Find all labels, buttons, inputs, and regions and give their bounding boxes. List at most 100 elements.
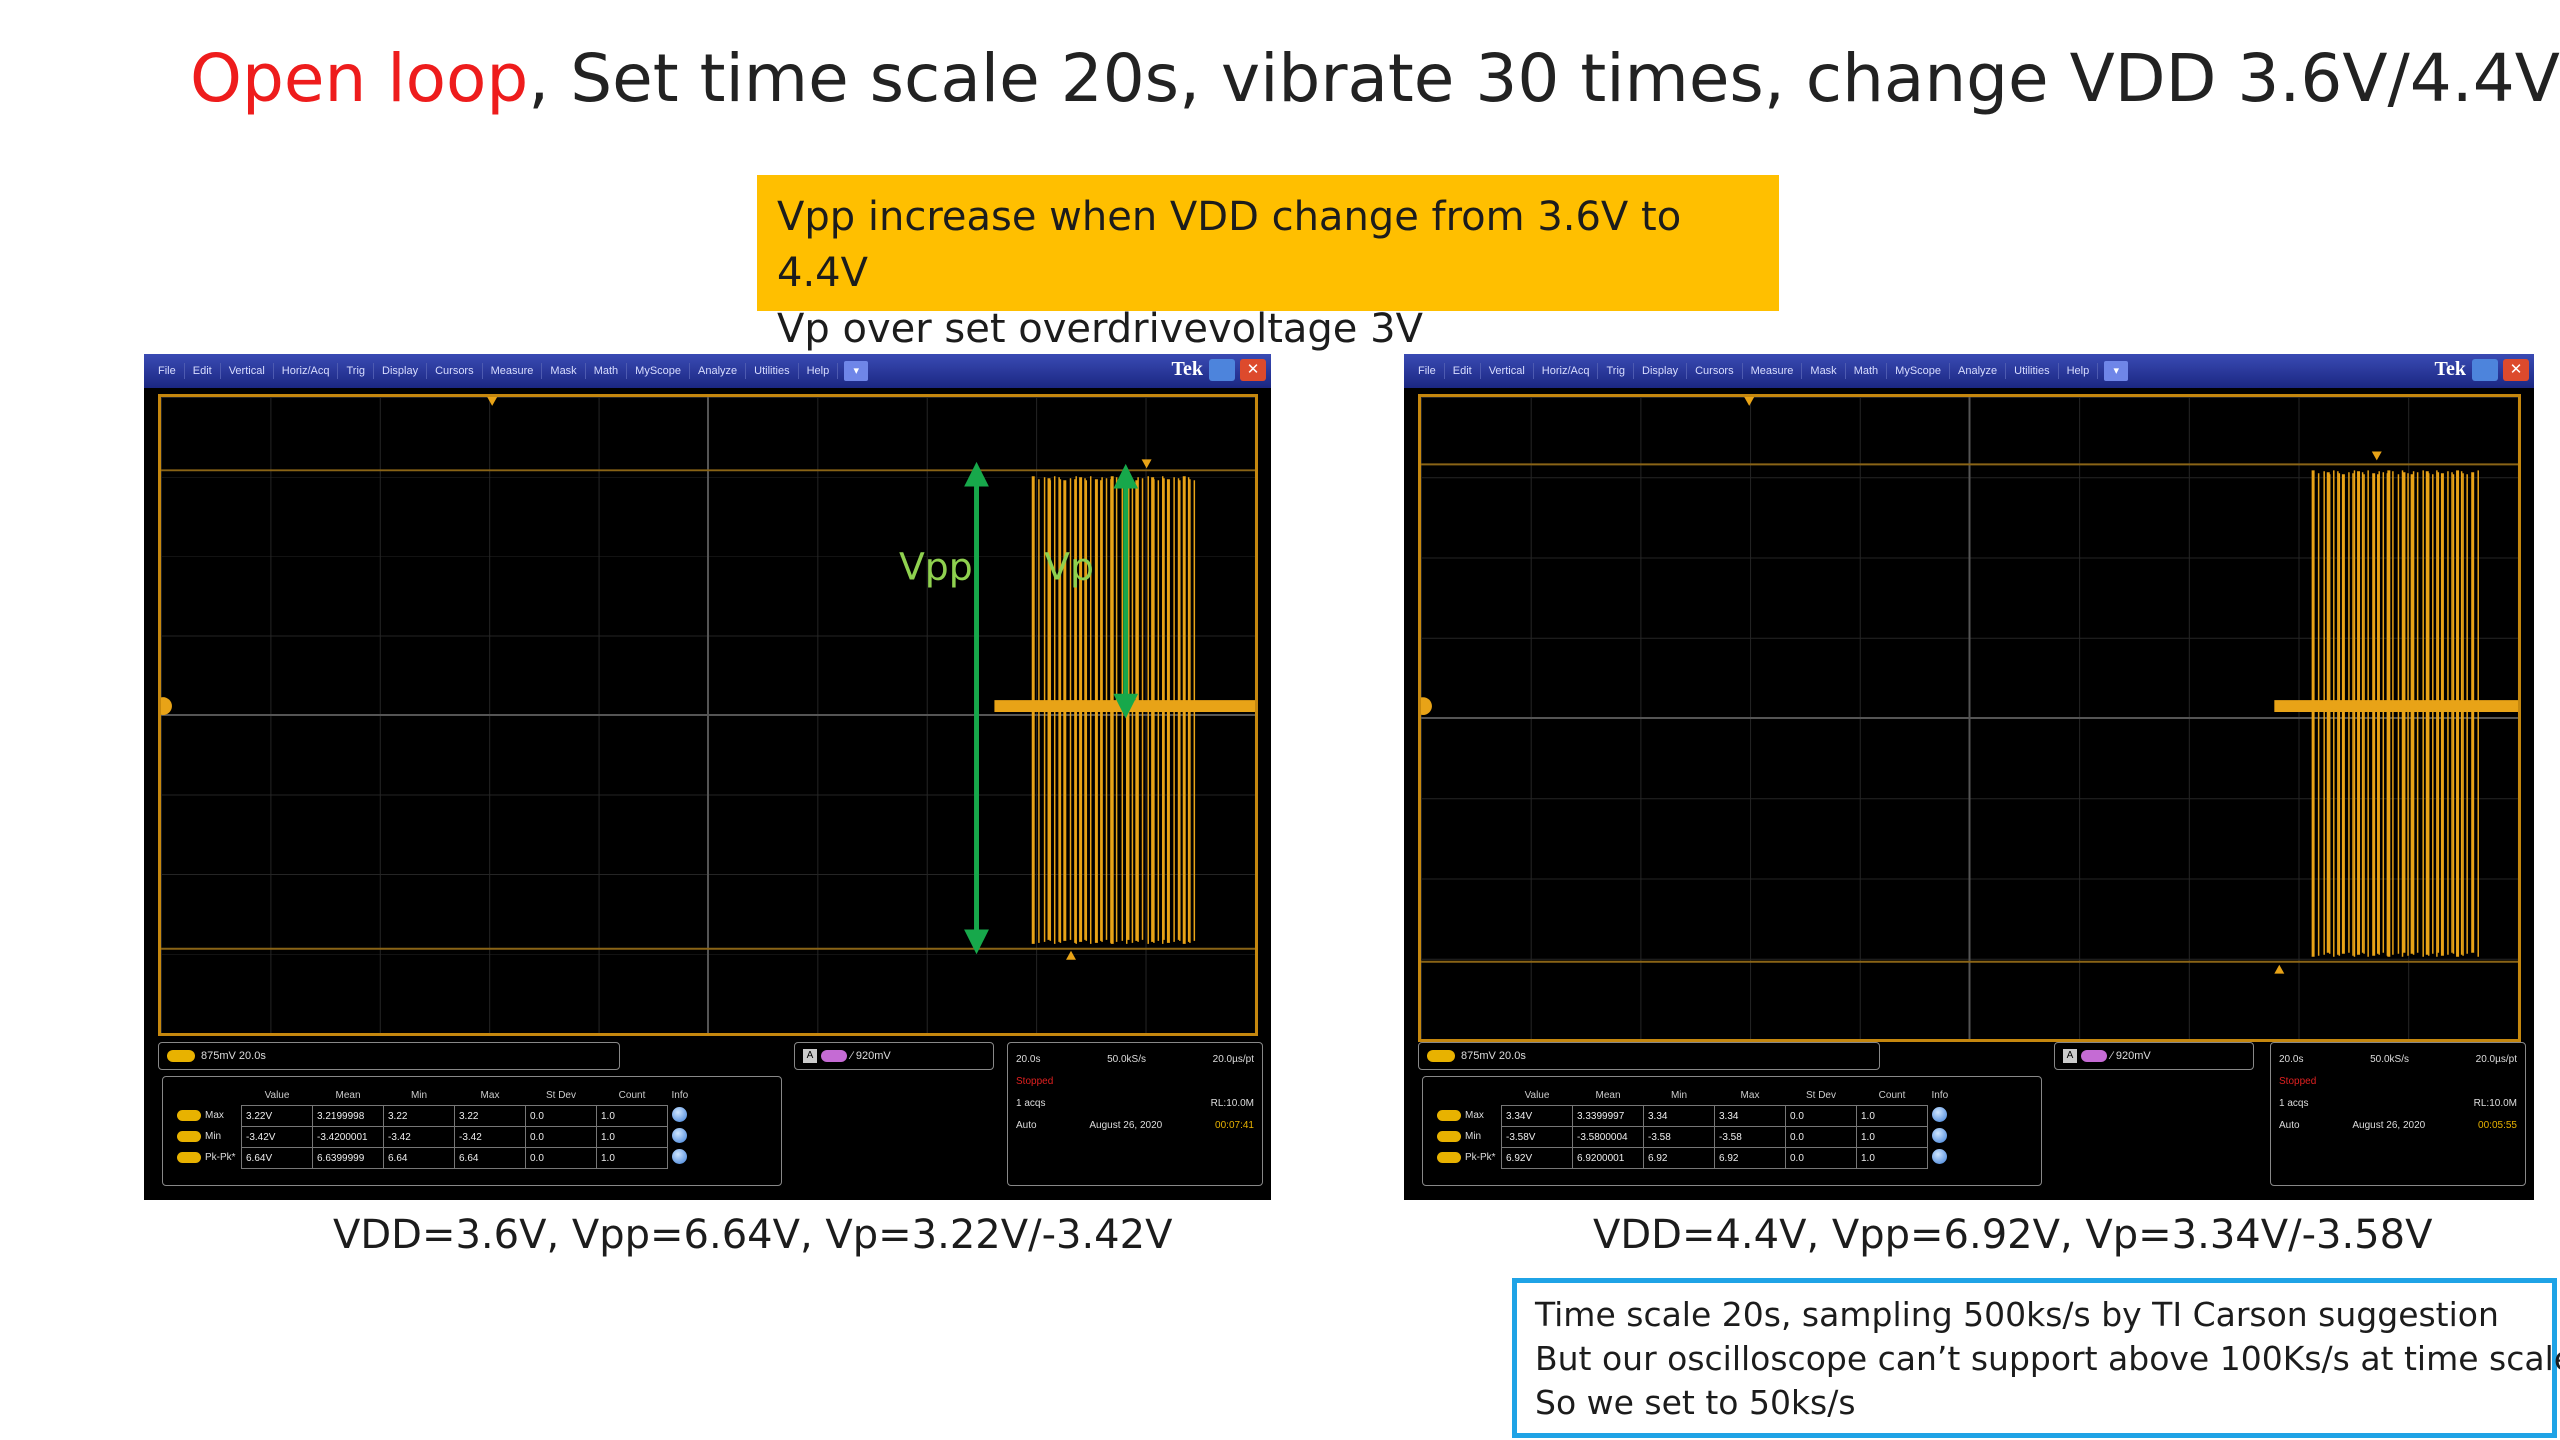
menu-vertical[interactable]: Vertical (221, 363, 274, 379)
title-rest: , Set time scale 20s, vibrate 30 times, … (528, 40, 2560, 117)
menu-myscope[interactable]: MyScope (1887, 363, 1951, 379)
menu-file[interactable]: File (1410, 363, 1445, 379)
menu-math[interactable]: Math (586, 363, 628, 379)
menu-analyze[interactable]: Analyze (1950, 363, 2007, 379)
menu-help[interactable]: Help (2059, 363, 2099, 379)
time-per-point: 20.0µs/pt (2475, 1054, 2517, 1065)
menu-edit[interactable]: Edit (1445, 363, 1481, 379)
menu-edit[interactable]: Edit (185, 363, 221, 379)
menu-display[interactable]: Display (374, 363, 428, 379)
menu-file[interactable]: File (150, 363, 185, 379)
cell-max: 3.34 (1714, 1105, 1786, 1127)
note-line-3: So we set to 50ks/s (1535, 1383, 1856, 1422)
ch1-ground-marker (161, 697, 172, 715)
minimize-icon[interactable] (2472, 359, 2498, 381)
cell-min: -3.42 (383, 1126, 455, 1148)
col-header-value: Value (1524, 1089, 1550, 1101)
acq-time: 00:05:55 (2478, 1120, 2517, 1131)
menu-measure[interactable]: Measure (483, 363, 543, 379)
info-icon[interactable] (1932, 1107, 1947, 1122)
menu-myscope[interactable]: MyScope (627, 363, 691, 379)
menu-trig[interactable]: Trig (1598, 363, 1635, 379)
acq-date: August 26, 2020 (2352, 1120, 2426, 1131)
sample-rate: 50.0kS/s (1107, 1054, 1147, 1065)
info-icon[interactable] (1932, 1149, 1947, 1164)
menu-horiz-acq[interactable]: Horiz/Acq (1534, 363, 1599, 379)
menu-display[interactable]: Display (1634, 363, 1688, 379)
menu-utilities[interactable]: Utilities (2006, 363, 2059, 379)
cell-mean: 6.6399999 (312, 1147, 384, 1169)
measurement-table[interactable]: Value Mean Min Max St Dev Count Info Max… (162, 1076, 782, 1186)
sample-rate: 50.0kS/s (2370, 1054, 2410, 1065)
acq-time: 00:07:41 (1215, 1120, 1254, 1131)
acq-count: 1 acqs (2279, 1098, 2309, 1109)
acq-date: August 26, 2020 (1089, 1120, 1163, 1131)
minimize-icon[interactable] (1209, 359, 1235, 381)
acquisition-status[interactable]: 20.0s 50.0kS/s 20.0µs/pt Stopped 1 acqs RL:… (1007, 1042, 1263, 1186)
trigger-slope-icon: ∕ (2111, 1050, 2116, 1062)
scope-menubar: File Edit Vertical Horiz/Acq Trig Displa… (144, 354, 1271, 388)
close-icon[interactable]: ✕ (1240, 359, 1266, 381)
ch1-status[interactable]: 875mV 20.0s (158, 1042, 620, 1070)
vp-label: Vp (1044, 544, 1094, 588)
vpp-label: Vpp (899, 544, 973, 588)
dropdown-arrow-icon[interactable]: ▾ (844, 361, 869, 381)
trigger-a-icon: A (2063, 1049, 2077, 1064)
ch1-status[interactable]: 875mV 20.0s (1418, 1042, 1880, 1070)
cell-mean: 3.3399997 (1572, 1105, 1644, 1127)
col-header-min: Min (410, 1089, 428, 1101)
cell-count: 1.0 (1856, 1126, 1928, 1148)
trigger-status[interactable]: A ∕ 920mV (794, 1042, 994, 1070)
menu-help[interactable]: Help (799, 363, 839, 379)
info-icon[interactable] (672, 1149, 687, 1164)
menu-vertical[interactable]: Vertical (1481, 363, 1534, 379)
cell-count: 1.0 (1856, 1105, 1928, 1127)
menu-horiz-acq[interactable]: Horiz/Acq (274, 363, 339, 379)
cell-max: -3.58 (1714, 1126, 1786, 1148)
time-per-point: 20.0µs/pt (1212, 1054, 1254, 1065)
cell-max: 6.92 (1714, 1147, 1786, 1169)
oscilloscope-screenshot-left: File Edit Vertical Horiz/Acq Trig Displa… (144, 354, 1271, 1200)
row-label: Pk-Pk* (205, 1152, 236, 1164)
menu-cursors[interactable]: Cursors (427, 363, 483, 379)
acquisition-status[interactable]: 20.0s 50.0kS/s 20.0µs/pt Stopped 1 acqs RL:… (2270, 1042, 2526, 1186)
menu-mask[interactable]: Mask (1802, 363, 1846, 379)
trigger-status[interactable]: A ∕ 920mV (2054, 1042, 2254, 1070)
menu-cursors[interactable]: Cursors (1687, 363, 1743, 379)
record-length: RL:10.0M (1210, 1098, 1254, 1109)
info-icon[interactable] (672, 1128, 687, 1143)
col-header-label (173, 1085, 242, 1106)
table-row: Max 3.34V 3.3399997 3.34 3.34 0.0 1.0 (1433, 1105, 1952, 1127)
measurement-table[interactable]: Value Mean Min Max St Dev Count Info Max… (1422, 1076, 2042, 1186)
close-icon[interactable]: ✕ (2503, 359, 2529, 381)
timebase: 20.0s (2279, 1054, 2304, 1065)
slide-title: Open loop, Set time scale 20s, vibrate 3… (190, 40, 2560, 117)
menu-mask[interactable]: Mask (542, 363, 586, 379)
trigger-slope-icon: ∕ (851, 1050, 856, 1062)
row-label: Max (1465, 1110, 1484, 1122)
menu-trig[interactable]: Trig (338, 363, 375, 379)
cell-count: 1.0 (596, 1147, 668, 1169)
col-header-stdev: St Dev (545, 1089, 576, 1101)
row-label: Pk-Pk* (1465, 1152, 1496, 1164)
menu-measure[interactable]: Measure (1743, 363, 1803, 379)
col-header-mean: Mean (1595, 1089, 1621, 1101)
menu-math[interactable]: Math (1846, 363, 1888, 379)
scope-graticule: Vpp Vp (158, 394, 1258, 1036)
cell-max: -3.42 (454, 1126, 526, 1148)
cell-min: 6.92 (1643, 1147, 1715, 1169)
col-header-info: Info (1931, 1089, 1949, 1101)
info-icon[interactable] (1932, 1128, 1947, 1143)
cell-min: -3.58 (1643, 1126, 1715, 1148)
menu-analyze[interactable]: Analyze (690, 363, 747, 379)
dropdown-arrow-icon[interactable]: ▾ (2104, 361, 2129, 381)
menu-utilities[interactable]: Utilities (746, 363, 799, 379)
note-line-2: But our oscilloscope can’t support above… (1535, 1339, 2560, 1378)
burst-waveform (2311, 470, 2479, 957)
tek-logo: Tek (2434, 358, 2466, 380)
cell-value: 3.34V (1501, 1105, 1573, 1127)
info-icon[interactable] (672, 1107, 687, 1122)
trigger-level: 920mV (855, 1050, 891, 1062)
callout-line-2: Vp over set overdrivevoltage 3V (777, 306, 1423, 352)
cell-value: 6.92V (1501, 1147, 1573, 1169)
